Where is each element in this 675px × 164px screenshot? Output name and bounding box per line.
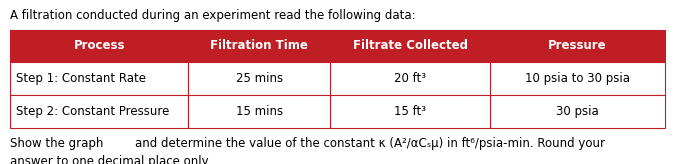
Text: 20 ft³: 20 ft³	[394, 72, 426, 85]
Text: Pressure: Pressure	[548, 39, 607, 52]
Text: 10 psia to 30 psia: 10 psia to 30 psia	[525, 72, 630, 85]
Bar	[490, 95, 665, 128]
Text: Filtrate Collected: Filtrate Collected	[353, 39, 468, 52]
Bar	[490, 62, 665, 95]
Text: Filtration Time: Filtration Time	[211, 39, 308, 52]
Bar	[330, 62, 490, 95]
Bar	[188, 30, 330, 62]
Bar	[490, 30, 665, 62]
Bar	[188, 62, 330, 95]
Text: 15 ft³: 15 ft³	[394, 105, 426, 118]
Text: Step 1: Constant Rate: Step 1: Constant Rate	[16, 72, 146, 85]
Bar	[188, 95, 330, 128]
Text: Step 2: Constant Pressure: Step 2: Constant Pressure	[16, 105, 169, 118]
Text: Show the graph: Show the graph	[10, 137, 103, 150]
Bar	[10, 30, 188, 62]
Bar	[330, 30, 490, 62]
Text: 25 mins: 25 mins	[236, 72, 283, 85]
Text: answer to one decimal place only: answer to one decimal place only	[10, 155, 209, 164]
Text: 15 mins: 15 mins	[236, 105, 283, 118]
Bar	[330, 95, 490, 128]
Text: Process: Process	[74, 39, 125, 52]
Text: and determine the value of the constant κ (A²/αCₛμ) in ft⁶/psia-min. Round your: and determine the value of the constant …	[135, 137, 605, 150]
Bar	[10, 62, 188, 95]
Text: A filtration conducted during an experiment read the following data:: A filtration conducted during an experim…	[10, 9, 416, 22]
Bar	[10, 95, 188, 128]
Text: 30 psia: 30 psia	[556, 105, 599, 118]
